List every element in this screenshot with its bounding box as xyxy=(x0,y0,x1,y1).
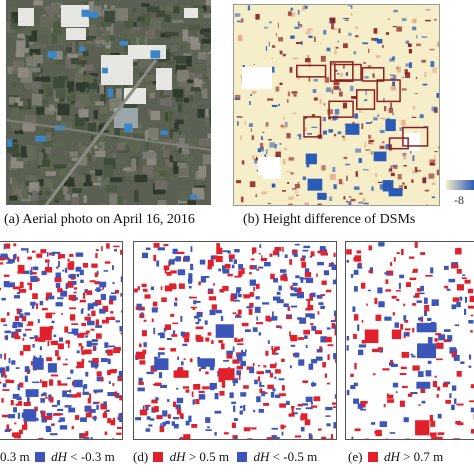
legend-e-var: dH xyxy=(383,449,400,464)
aerial-photo xyxy=(6,0,211,205)
caption-a: (a) Aerial photo on April 16, 2016 xyxy=(4,212,195,227)
legend-d: (d) dH > 0.5 m dH < -0.5 m xyxy=(133,449,317,465)
legend-e-increase-swatch xyxy=(367,452,378,462)
legend-d-var-gt: dH xyxy=(169,449,186,464)
legend-c-lt: < -0.3 m xyxy=(70,449,115,464)
legend-e-gt: > 0.7 m xyxy=(403,449,444,464)
legend-e: (e) dH > 0.7 m xyxy=(348,449,443,465)
legend-e-label: (e) xyxy=(348,449,363,464)
legend-d-lt: < -0.5 m xyxy=(272,449,318,464)
change-map-c-plot xyxy=(0,243,122,439)
change-map-e-plot xyxy=(346,242,474,439)
change-map-c xyxy=(0,241,123,440)
legend-c-var: dH xyxy=(51,449,68,464)
height-difference-map xyxy=(234,5,439,205)
legend-c: 0.3 m dH < -0.3 m xyxy=(0,449,115,465)
caption-b: (b) Height difference of DSMs xyxy=(243,212,416,227)
change-map-d-plot xyxy=(134,242,336,439)
legend-d-var-lt: dH xyxy=(253,449,270,464)
colorbar xyxy=(446,180,474,190)
legend-d-label: (d) xyxy=(133,449,149,464)
colorbar-tick: -8 xyxy=(454,193,464,207)
legend-d-decrease-swatch xyxy=(237,452,248,462)
legend-d-gt: > 0.5 m xyxy=(188,449,230,464)
legend-c-decrease-swatch xyxy=(34,452,45,462)
legend-d-increase-swatch xyxy=(153,452,164,462)
change-map-e xyxy=(345,241,474,440)
change-map-d xyxy=(133,241,337,440)
aerial-photo-panel xyxy=(6,0,211,205)
legend-c-pos-value: 0.3 m xyxy=(0,449,30,464)
height-difference-panel xyxy=(233,4,440,206)
